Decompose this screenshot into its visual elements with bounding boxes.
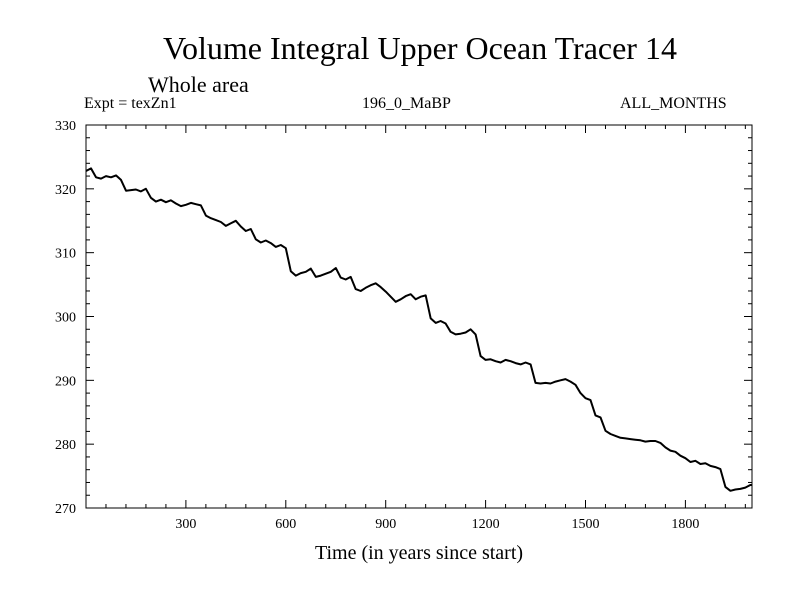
y-tick-label: 290: [55, 374, 76, 389]
y-tick-label: 310: [55, 247, 76, 262]
y-tick-label: 300: [55, 311, 76, 326]
x-tick-label: 1800: [671, 517, 699, 532]
months-label: ALL_MONTHS: [620, 95, 727, 112]
y-axis-tick-labels: 270 280 290 300 310 320 330: [55, 119, 76, 517]
x-axis-label: Time (in years since start): [314, 542, 524, 564]
y-tick-label: 320: [55, 183, 76, 198]
x-axis-tick-labels: 300 600 900 1200 1500 1800: [175, 517, 699, 532]
y-tick-label: 270: [55, 502, 76, 517]
y-tick-label: 330: [55, 119, 76, 134]
x-tick-label: 300: [175, 517, 196, 532]
x-tick-label: 1200: [472, 517, 500, 532]
plot-frame: [85, 124, 753, 509]
series-line: [85, 167, 752, 492]
axis-ticks: [85, 124, 752, 509]
x-tick-label: 1500: [572, 517, 600, 532]
x-tick-label: 900: [375, 517, 396, 532]
x-tick-label: 600: [275, 517, 296, 532]
chart-subtitle: Whole area: [148, 72, 249, 97]
period-label: 196_0_MaBP: [362, 95, 451, 112]
experiment-label: Expt = texZn1: [84, 95, 177, 112]
y-tick-label: 280: [55, 438, 76, 453]
chart-title: Volume Integral Upper Ocean Tracer 14: [163, 30, 677, 66]
